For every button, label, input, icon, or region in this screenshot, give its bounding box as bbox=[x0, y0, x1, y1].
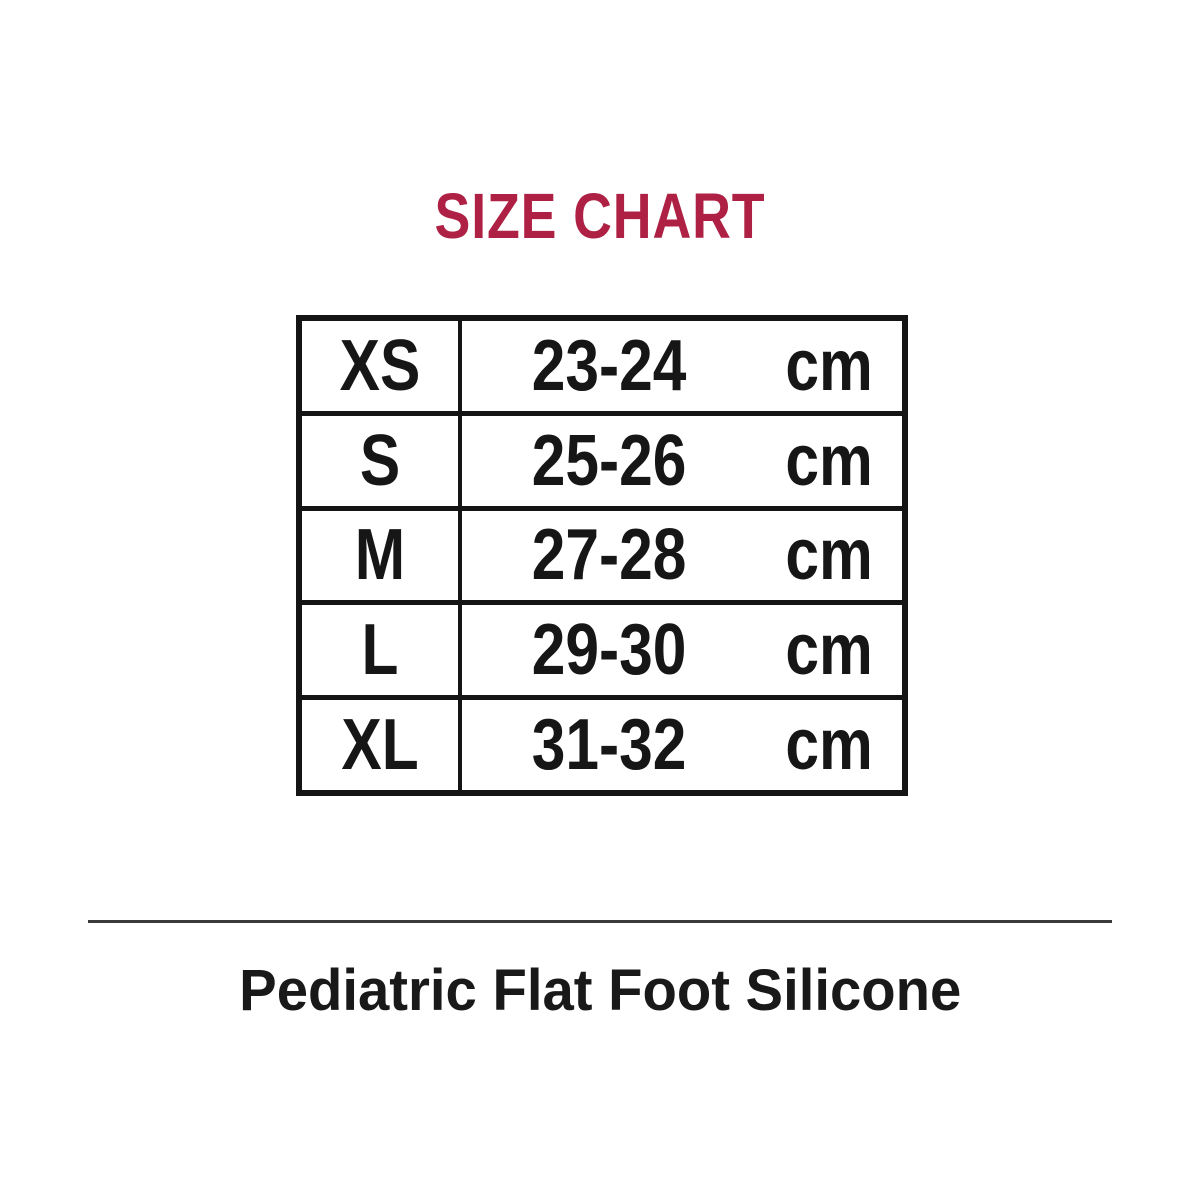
range-value-wrap: 23-24 bbox=[462, 330, 757, 402]
page-title: SIZE CHART bbox=[0, 184, 1200, 248]
size-cell: XL bbox=[302, 700, 462, 790]
range-value-wrap: 31-32 bbox=[462, 709, 757, 781]
range-value: 29-30 bbox=[532, 610, 687, 691]
range-value: 31-32 bbox=[532, 705, 687, 786]
table-row: XS 23-24 cm bbox=[302, 321, 902, 416]
unit-label: cm bbox=[785, 515, 874, 596]
size-table: XS 23-24 cm S 25-26 cm M 27-28 cm bbox=[296, 315, 908, 796]
range-value: 25-26 bbox=[532, 420, 687, 501]
measurement-cell: 31-32 cm bbox=[462, 700, 902, 790]
measurement-cell: 29-30 cm bbox=[462, 605, 902, 695]
size-cell: XS bbox=[302, 321, 462, 411]
range-value-wrap: 25-26 bbox=[462, 425, 757, 497]
footer-divider bbox=[88, 920, 1112, 923]
product-name-text: Pediatric Flat Foot Silicone bbox=[238, 958, 962, 1023]
unit-label: cm bbox=[785, 705, 874, 786]
size-label: XS bbox=[339, 325, 421, 406]
range-value: 23-24 bbox=[532, 325, 687, 406]
size-cell: M bbox=[302, 510, 462, 601]
range-value: 27-28 bbox=[532, 515, 687, 596]
measurement-cell: 23-24 cm bbox=[462, 321, 902, 411]
unit-label: cm bbox=[785, 325, 874, 406]
unit-label-wrap: cm bbox=[757, 519, 902, 591]
unit-label-wrap: cm bbox=[757, 330, 902, 402]
size-label: M bbox=[354, 515, 406, 596]
table-row: M 27-28 cm bbox=[302, 510, 902, 606]
measurement-cell: 27-28 cm bbox=[462, 511, 902, 601]
unit-label: cm bbox=[785, 610, 874, 691]
table-row: S 25-26 cm bbox=[302, 415, 902, 511]
size-cell: L bbox=[302, 605, 462, 696]
size-label: L bbox=[361, 610, 399, 691]
table-row: L 29-30 cm bbox=[302, 605, 902, 701]
size-label: S bbox=[359, 420, 401, 501]
size-label: XL bbox=[341, 705, 419, 786]
range-value-wrap: 29-30 bbox=[462, 614, 757, 686]
size-cell: S bbox=[302, 415, 462, 506]
unit-label-wrap: cm bbox=[757, 425, 902, 497]
product-name: Pediatric Flat Foot Silicone bbox=[0, 962, 1200, 1020]
unit-label: cm bbox=[785, 420, 874, 501]
table-row: XL 31-32 cm bbox=[302, 700, 902, 790]
unit-label-wrap: cm bbox=[757, 709, 902, 781]
measurement-cell: 25-26 cm bbox=[462, 416, 902, 506]
range-value-wrap: 27-28 bbox=[462, 519, 757, 591]
page-title-text: SIZE CHART bbox=[434, 180, 766, 252]
unit-label-wrap: cm bbox=[757, 614, 902, 686]
